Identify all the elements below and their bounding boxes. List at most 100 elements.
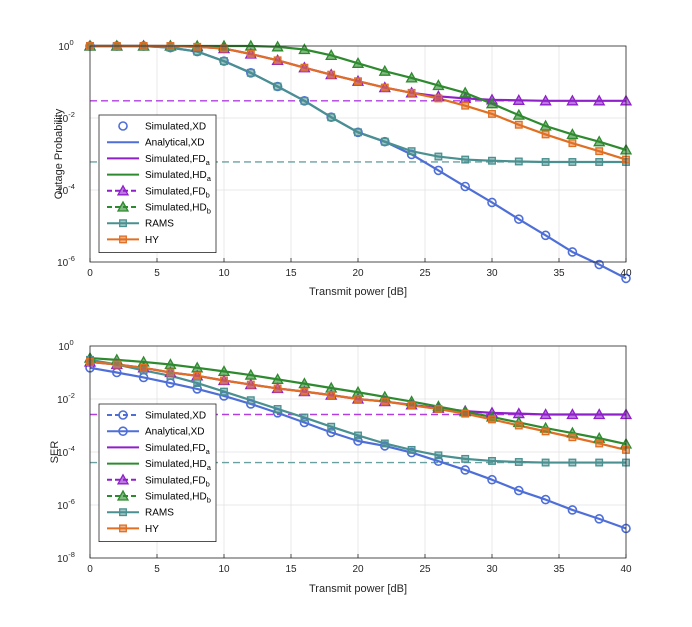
- outage-series-rams-point-10: [354, 128, 362, 137]
- outage-legend-s_fda-label: Simulated,FDa: [145, 154, 211, 167]
- outage-x-tick-label-7: 35: [553, 268, 565, 279]
- ser-legend-rams-marker: [119, 508, 127, 517]
- outage-series-hd-point-6: [244, 39, 257, 51]
- outage-series-xd-point-5: [219, 56, 229, 66]
- ser-series-hy-point-13: [434, 405, 443, 413]
- outage-series-hy-point-14: [461, 101, 470, 110]
- ser-series-xd-point-17: [540, 494, 551, 505]
- ser-series-xd-point-14: [460, 465, 471, 475]
- ser-series-rams-point-17: [541, 458, 550, 467]
- ser-series-rams-point-14: [461, 454, 470, 463]
- outage-series-rams-point-19: [595, 158, 604, 166]
- ser-legend-box: [98, 403, 217, 543]
- outage-x-axis-label: Transmit power [dB]: [309, 286, 407, 298]
- ser-y-tick-label-4: 100: [58, 338, 73, 353]
- outage-series-hy-point-16: [514, 120, 523, 129]
- ser-series-rams-point-18: [568, 458, 577, 467]
- outage-series-rams-point-14: [461, 155, 470, 164]
- outage-series-hd-point-11: [378, 64, 391, 76]
- outage-series-hy-point-10: [354, 77, 362, 86]
- ser-series-hy-point-2: [139, 363, 148, 372]
- outage-series-hy-point-9: [327, 70, 336, 79]
- outage-series-rams-point-17: [541, 158, 550, 166]
- outage-series-hd-point-14: [459, 86, 472, 98]
- ser-legend-s_xd-marker: [118, 410, 128, 420]
- outage-legend-rams-marker: [119, 219, 127, 228]
- ser-series-xd-point-15: [487, 474, 497, 485]
- ser-series-rams-point-13: [434, 451, 443, 460]
- ser-series-xd-line: [89, 366, 627, 530]
- outage-series-xd-point-14: [460, 181, 471, 192]
- outage-y-tick-label-1: 10-4: [57, 182, 75, 197]
- ser-y-axis-label: SER: [49, 441, 61, 464]
- outage-legend-box: [98, 114, 217, 254]
- outage-x-tick-label-3: 15: [285, 268, 297, 279]
- ser-y-tick-label-3: 10-2: [57, 391, 75, 406]
- outage-x-tick-label-4: 20: [352, 268, 364, 279]
- outage-series-hd-point-16: [512, 108, 525, 120]
- ser-legend-s_hdb-marker: [116, 489, 130, 501]
- ser-legend-s_hdb-label: Simulated,HDb: [145, 492, 211, 505]
- outage-x-tick-label-6: 30: [486, 268, 498, 279]
- outage-series-hy-point-7: [273, 56, 282, 65]
- outage-legend-rams-label: RAMS: [145, 219, 174, 230]
- outage-series-rams-point-11: [380, 137, 389, 146]
- ser-series-hd-point-8: [298, 377, 311, 389]
- outage-series-fd-point-19: [593, 94, 606, 106]
- ser-series-xd-point-19: [594, 514, 605, 524]
- ser-series-rams-point-9: [327, 422, 336, 431]
- outage-series-hy-point-4: [193, 42, 202, 51]
- outage-series-rams-point-13: [434, 152, 443, 161]
- ser-series-rams-point-16: [514, 458, 523, 466]
- outage-series-rams-point-18: [568, 158, 577, 166]
- ser-series-hd-point-4: [191, 361, 204, 373]
- ser-x-tick-label-5: 25: [419, 564, 431, 575]
- ser-series-hy-point-16: [514, 421, 523, 430]
- ser-series-fd-point-18: [566, 408, 579, 420]
- ser-chart: 0 5 10 15 20 25 30 35 40 10-8 10-6 10-4 10-2 100 Tran…: [49, 338, 633, 595]
- ser-legend-rams-label: RAMS: [145, 508, 174, 519]
- ser-series-hy-point-17: [541, 427, 550, 436]
- ser-legend-hy-label: HY: [145, 524, 159, 535]
- outage-x-tick-label-5: 25: [419, 268, 431, 279]
- ser-y-tick-label-2: 10-4: [57, 444, 75, 459]
- ser-x-tick-label-1: 5: [154, 564, 160, 575]
- outage-y-tick-label-0: 10-6: [57, 254, 75, 269]
- ser-x-tick-label-0: 0: [87, 564, 93, 575]
- outage-series-xd-point-11: [379, 136, 390, 147]
- outage-series-xd-point-19: [594, 259, 605, 270]
- outage-legend-s_hdb-label: Simulated,HDb: [145, 203, 211, 216]
- outage-series-hy-point-12: [407, 88, 416, 97]
- ser-x-tick-label-2: 10: [218, 564, 230, 575]
- outage-legend-s_fdb-label: Simulated,FDb: [145, 186, 210, 199]
- ser-series-rams-point-4: [193, 379, 202, 387]
- ser-series-hd-point-7: [271, 373, 284, 385]
- outage-series-xd-point-7: [272, 81, 283, 92]
- outage-legend-hy-label: HY: [145, 235, 159, 246]
- ser-series-fd-point-19: [593, 408, 606, 420]
- ser-series-rams-point-8: [300, 413, 309, 422]
- ser-series-hd-point-5: [217, 365, 231, 377]
- ser-series-hy-point-1: [112, 360, 121, 369]
- outage-x-tick-label-1: 5: [154, 268, 160, 279]
- outage-legend-s_hda-label: Simulated,HDa: [145, 170, 212, 183]
- outage-series-rams-point-6: [246, 68, 255, 77]
- ser-series-hd-point-3: [164, 358, 177, 370]
- outage-series-hd-point-9: [325, 49, 338, 60]
- outage-series-fd-point-18: [566, 94, 579, 106]
- ser-series-hy-point-8: [300, 387, 309, 396]
- outage-series-hd-point-13: [432, 79, 445, 91]
- ser-legend-a_xd-label: Analytical,XD: [145, 427, 204, 438]
- outage-series-xd-point-9: [326, 112, 337, 123]
- outage-series-fd-point-16: [512, 93, 525, 105]
- ser-y-tick-label-0: 10-8: [57, 550, 75, 565]
- outage-series-rams-point-9: [327, 113, 336, 122]
- outage-x-tick-label-0: 0: [87, 268, 93, 279]
- ser-legend-s_fdb-label: Simulated,FDb: [145, 475, 210, 488]
- ser-series-hy-point-18: [568, 433, 577, 442]
- ser-x-tick-label-6: 30: [486, 564, 498, 575]
- ser-series-xd-point-16: [513, 485, 524, 496]
- outage-series-hd-point-10: [351, 56, 365, 68]
- outage-legend-s_xd-label: Simulated,XD: [145, 122, 206, 133]
